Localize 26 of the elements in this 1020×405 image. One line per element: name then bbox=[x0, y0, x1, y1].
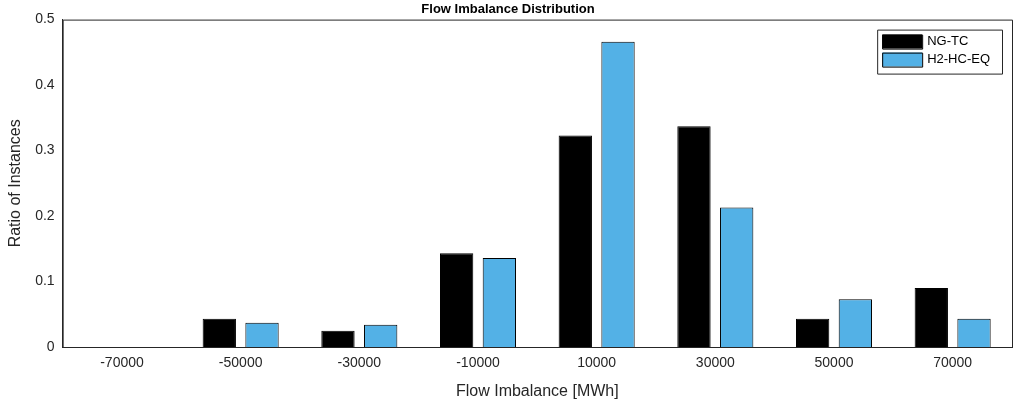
y-tick-label: 0.1 bbox=[35, 272, 55, 289]
y-tick-label: 0.5 bbox=[35, 10, 55, 27]
x-tick-label: -10000 bbox=[456, 354, 501, 371]
y-axis-title: Ratio of Instances bbox=[6, 119, 24, 248]
y-tick-label: 0.4 bbox=[35, 75, 55, 92]
bar bbox=[914, 288, 948, 347]
bar bbox=[677, 126, 711, 347]
legend-label: H2-HC-EQ bbox=[927, 51, 991, 67]
x-tick-label: 30000 bbox=[695, 354, 736, 371]
x-tick-label: 50000 bbox=[814, 354, 854, 371]
x-tick-label: -50000 bbox=[218, 354, 263, 371]
x-tick-label: -30000 bbox=[337, 354, 382, 371]
x-tick-label: -70000 bbox=[100, 354, 145, 371]
y-tick-label: 0.2 bbox=[35, 206, 55, 223]
legend-label: NG-TC bbox=[927, 33, 969, 49]
bar bbox=[439, 253, 474, 347]
bar bbox=[795, 318, 830, 347]
x-tick-label: 70000 bbox=[933, 354, 973, 371]
y-tick-label: 0.3 bbox=[35, 141, 55, 158]
x-tick-label: 10000 bbox=[577, 354, 617, 371]
bar bbox=[202, 318, 236, 347]
y-tick-label: 0 bbox=[46, 337, 55, 354]
bar bbox=[558, 135, 592, 347]
x-axis-title: Flow Imbalance [MWh] bbox=[455, 381, 619, 399]
bar bbox=[321, 330, 355, 347]
chart-title: Flow Imbalance Distribution bbox=[421, 1, 595, 17]
